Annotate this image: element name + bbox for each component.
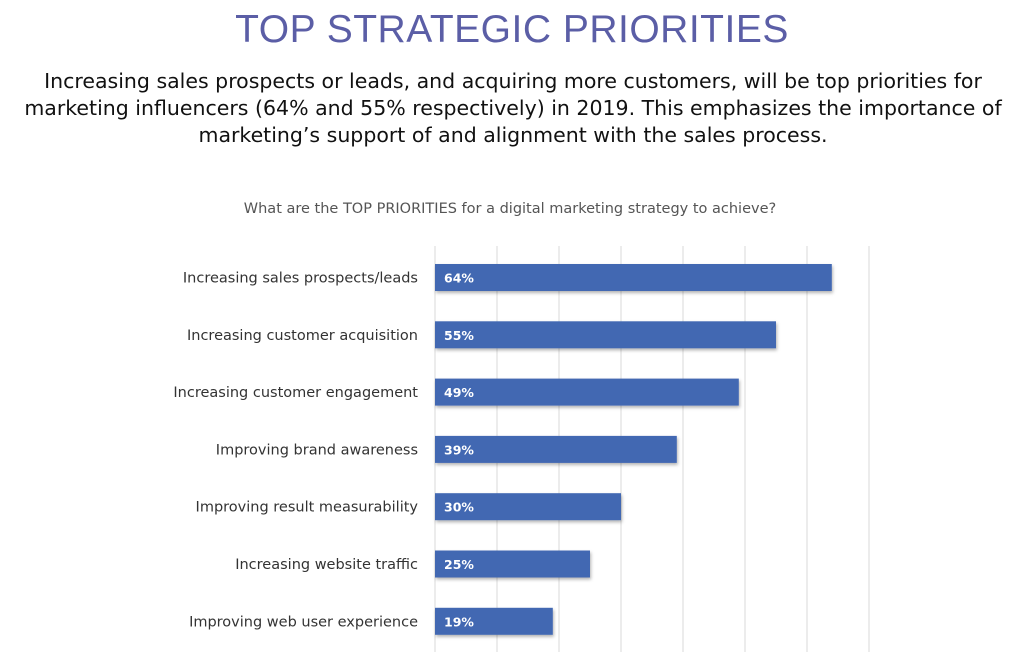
data-label: 64% bbox=[444, 271, 474, 286]
category-label: Increasing customer engagement bbox=[173, 385, 418, 401]
data-label: 30% bbox=[444, 500, 474, 515]
bar bbox=[435, 435, 677, 463]
bar bbox=[435, 264, 832, 291]
bar bbox=[435, 321, 776, 349]
category-label: Increasing website traffic bbox=[235, 557, 418, 573]
page-title: TOP STRATEGIC PRIORITIES bbox=[235, 8, 789, 51]
category-label: Increasing sales prospects/leads bbox=[183, 271, 418, 287]
data-label: 55% bbox=[444, 328, 474, 343]
data-label: 39% bbox=[444, 442, 474, 457]
category-label: Increasing customer acquisition bbox=[187, 328, 418, 344]
data-label: 25% bbox=[444, 557, 474, 572]
category-label: Improving web user experience bbox=[189, 614, 418, 630]
bar bbox=[435, 493, 621, 521]
data-label: 49% bbox=[444, 385, 474, 400]
category-label: Improving result measurability bbox=[196, 500, 419, 516]
bar bbox=[435, 607, 553, 635]
data-label: 19% bbox=[444, 614, 474, 629]
bar bbox=[435, 378, 739, 406]
category-label: Improving brand awareness bbox=[216, 442, 418, 458]
bar bbox=[435, 550, 590, 578]
chart-title: What are the TOP PRIORITIES for a digita… bbox=[243, 201, 777, 217]
page-subtitle: Increasing sales prospects or leads, and… bbox=[24, 69, 1002, 147]
